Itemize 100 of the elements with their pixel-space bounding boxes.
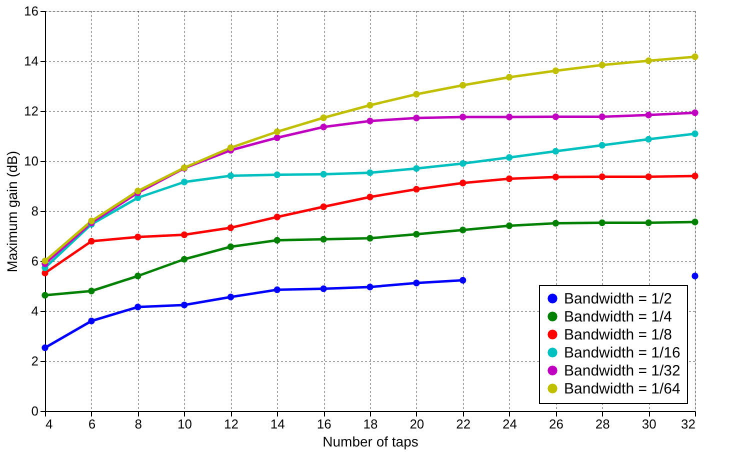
point xyxy=(413,186,420,193)
y-tick-label: 0 xyxy=(31,404,38,418)
point xyxy=(692,53,698,60)
point xyxy=(413,230,420,238)
point xyxy=(366,284,374,290)
y-axis-title: Maximum gain (dB) xyxy=(4,150,20,272)
point xyxy=(274,134,280,142)
point xyxy=(598,142,606,149)
y-tick-label: 2 xyxy=(31,354,38,368)
y-tick-label: 8 xyxy=(31,204,38,218)
legend-label: Bandwidth = 1/8 xyxy=(564,326,672,344)
point xyxy=(692,172,698,180)
point xyxy=(413,165,420,172)
legend-label: Bandwidth = 1/32 xyxy=(564,362,680,380)
legend-label: Bandwidth = 1/64 xyxy=(564,380,680,398)
point xyxy=(180,256,188,263)
point xyxy=(692,130,698,138)
x-tick-label: 18 xyxy=(363,416,378,432)
point xyxy=(460,82,466,89)
point xyxy=(645,57,652,64)
x-tick-label: 24 xyxy=(502,416,518,432)
point xyxy=(366,194,374,200)
point xyxy=(413,114,420,122)
point xyxy=(88,238,95,245)
point xyxy=(645,219,652,226)
point xyxy=(320,124,327,130)
point xyxy=(692,272,698,280)
point xyxy=(88,318,95,324)
point xyxy=(227,294,234,300)
y-tick-label: 10 xyxy=(24,154,38,168)
point xyxy=(180,302,188,308)
point xyxy=(645,173,652,180)
point xyxy=(180,231,188,238)
point xyxy=(552,174,560,180)
x-tick-label: 8 xyxy=(134,416,142,432)
point xyxy=(460,276,466,284)
y-tick-label: 4 xyxy=(31,304,38,318)
y-tick-label: 6 xyxy=(31,254,38,268)
x-tick-label: 22 xyxy=(456,416,471,432)
point xyxy=(227,144,234,152)
y-tick-label: 14 xyxy=(24,54,38,68)
point xyxy=(180,178,188,186)
point xyxy=(552,67,560,74)
x-tick-label: 30 xyxy=(642,416,656,432)
point xyxy=(506,114,513,120)
x-tick-label: 12 xyxy=(224,416,238,432)
point xyxy=(598,219,606,226)
point xyxy=(413,280,420,286)
point xyxy=(320,236,327,243)
point xyxy=(598,62,606,68)
point xyxy=(227,243,234,250)
x-tick-label: 26 xyxy=(548,416,564,432)
point xyxy=(227,224,234,232)
point xyxy=(366,118,374,124)
point xyxy=(598,173,606,180)
x-tick-label: 6 xyxy=(88,416,96,432)
point xyxy=(645,112,652,118)
legend-label: Bandwidth = 1/16 xyxy=(564,344,680,362)
x-tick-label: 4 xyxy=(46,416,53,432)
legend-label: Bandwidth = 1/2 xyxy=(564,290,672,308)
point xyxy=(274,214,280,220)
point xyxy=(134,304,142,310)
point xyxy=(506,74,513,81)
y-tick-label: 16 xyxy=(24,4,38,18)
point xyxy=(598,113,606,120)
x-tick-label: 16 xyxy=(316,416,332,432)
point xyxy=(227,172,234,180)
point xyxy=(320,203,327,210)
point xyxy=(460,180,466,186)
x-axis-title: Number of taps xyxy=(322,434,418,450)
point xyxy=(134,272,142,280)
x-tick-label: 32 xyxy=(681,416,696,432)
point xyxy=(552,148,560,155)
point xyxy=(320,285,327,292)
point xyxy=(506,154,513,161)
point xyxy=(320,170,327,178)
point xyxy=(88,288,95,294)
y-tick-label: 12 xyxy=(24,104,38,118)
legend-label: Bandwidth = 1/4 xyxy=(564,308,672,326)
point xyxy=(274,128,280,136)
point xyxy=(42,258,48,264)
point xyxy=(366,102,374,109)
point xyxy=(366,234,374,242)
point xyxy=(552,113,560,120)
x-tick-label: 20 xyxy=(410,416,424,432)
point xyxy=(645,136,652,143)
point xyxy=(692,218,698,226)
point xyxy=(42,292,48,299)
point xyxy=(134,234,142,240)
point xyxy=(506,175,513,182)
x-tick-label: 28 xyxy=(595,416,610,432)
point xyxy=(274,286,280,294)
x-tick-label: 10 xyxy=(178,416,192,432)
point xyxy=(366,169,374,176)
point xyxy=(42,344,48,352)
point xyxy=(274,236,280,244)
point xyxy=(413,90,420,98)
point xyxy=(552,220,560,227)
point xyxy=(274,171,280,178)
point xyxy=(460,160,466,167)
